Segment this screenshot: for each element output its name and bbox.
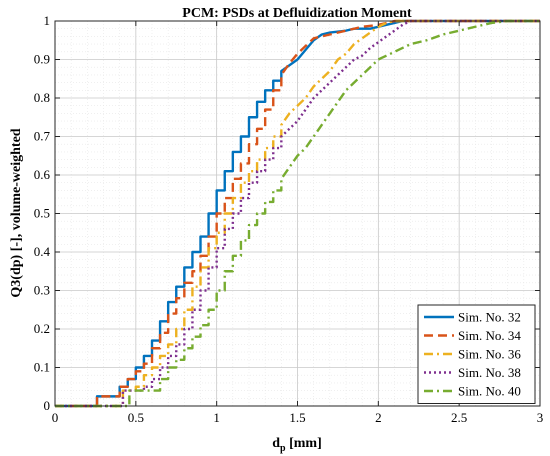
chart-title: PCM: PSDs at Defluidization Moment: [182, 6, 412, 21]
y-axis-label: Q3(dp) [-], volume-weighted: [9, 128, 24, 297]
legend: Sim. No. 32 Sim. No. 34 Sim. No. 36 Sim. No…: [417, 304, 536, 404]
x-tick-label: 0.5: [128, 410, 144, 425]
x-axis-label-main: d: [272, 436, 280, 451]
y-tick-label: 0: [44, 398, 51, 413]
y-tick-label: 0.4: [34, 244, 51, 259]
legend-entry-3: Sim. No. 36: [458, 347, 521, 362]
y-tick-label: 0.7: [34, 129, 51, 144]
y-tick-label: 0.8: [34, 90, 50, 105]
series-layer: [55, 19, 540, 408]
y-tick-labels: 0 0.1 0.2 0.3 0.4 0.5 0.6 0.7 0.8 0.9 1: [34, 13, 51, 413]
y-tick-label: 0.3: [34, 283, 50, 298]
y-tick-label: 0.9: [34, 52, 50, 67]
series-line-4: [55, 19, 540, 408]
legend-entry-5: Sim. No. 40: [458, 384, 521, 399]
axes: [54, 20, 541, 407]
series-line-3: [55, 19, 540, 408]
y-tick-label: 0.5: [34, 206, 50, 221]
x-axis-label-sub: p: [280, 443, 286, 454]
x-tick-label: 1.5: [289, 410, 305, 425]
x-axis-label-unit: [mm]: [286, 436, 322, 451]
y-tick-label: 1: [44, 13, 51, 28]
series-line-5: [55, 19, 540, 408]
x-tick-label: 2: [375, 410, 382, 425]
x-tick-label: 3: [537, 410, 544, 425]
y-tick-label: 0.2: [34, 321, 50, 336]
x-tick-label: 2.5: [451, 410, 467, 425]
x-tick-label: 1: [213, 410, 220, 425]
legend-entry-1: Sim. No. 32: [458, 310, 521, 325]
x-axis-label: dp [mm]: [272, 436, 322, 454]
x-tick-label: 0: [52, 410, 59, 425]
legend-entry-4: Sim. No. 38: [458, 365, 521, 380]
x-tick-labels: 0 0.5 1 1.5 2 2.5 3: [52, 410, 544, 425]
y-tick-label: 0.6: [34, 167, 51, 182]
y-tick-label: 0.1: [34, 360, 50, 375]
legend-entry-2: Sim. No. 34: [458, 328, 521, 343]
